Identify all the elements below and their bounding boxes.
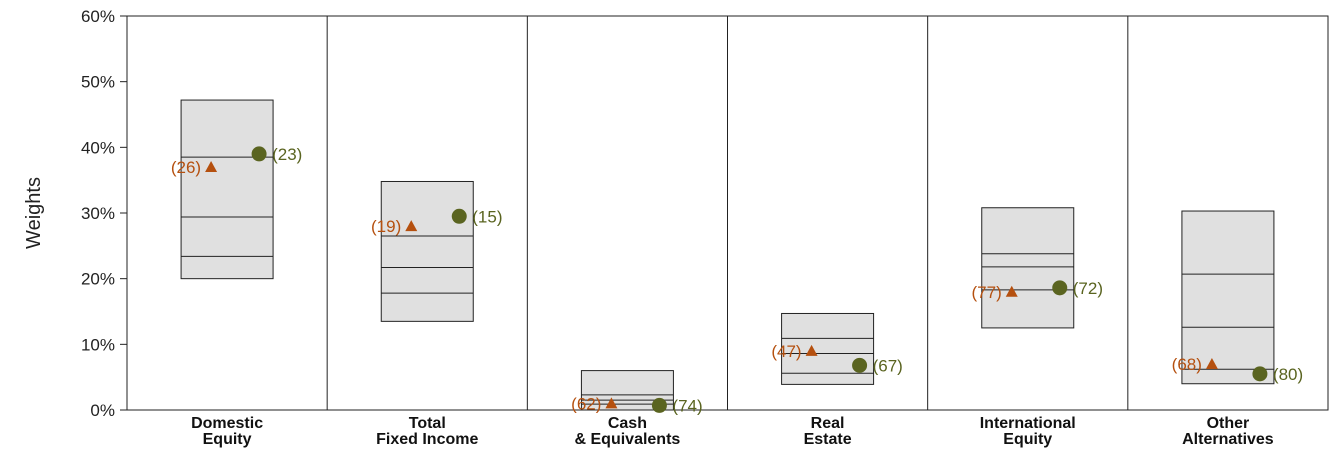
category-label: Other	[1207, 415, 1250, 432]
category-label: Alternatives	[1182, 431, 1274, 448]
y-tick-label: 50%	[81, 73, 115, 92]
y-tick-label: 10%	[81, 335, 115, 354]
y-axis-label: Weights	[23, 177, 45, 249]
triangle-marker-label: (26)	[171, 158, 201, 177]
category-label: Equity	[203, 431, 252, 448]
y-tick-label: 30%	[81, 204, 115, 223]
circle-marker	[1252, 366, 1268, 382]
circle-marker-label: (74)	[672, 396, 702, 415]
y-tick-label: 40%	[81, 138, 115, 157]
triangle-marker-label: (77)	[972, 283, 1002, 302]
category-label: Total	[409, 415, 446, 432]
triangle-marker	[1005, 285, 1018, 297]
range-box	[1181, 210, 1275, 385]
triangle-marker-label: (19)	[371, 217, 401, 236]
category-label: Domestic	[191, 415, 263, 432]
circle-marker	[251, 146, 267, 162]
y-tick-label: 0%	[90, 401, 115, 420]
triangle-marker-label: (68)	[1172, 355, 1202, 374]
circle-marker-label: (80)	[1273, 365, 1303, 384]
category-label: Cash	[608, 415, 647, 432]
triangle-marker-label: (47)	[771, 342, 801, 361]
circle-marker-label: (15)	[472, 207, 502, 226]
range-box	[981, 207, 1075, 329]
circle-marker-label: (72)	[1073, 279, 1103, 298]
circle-marker	[852, 357, 868, 373]
circle-marker	[651, 397, 667, 413]
category-label: Estate	[804, 431, 852, 448]
triangle-marker	[1205, 358, 1218, 370]
category-label: Fixed Income	[376, 431, 478, 448]
triangle-marker	[405, 220, 418, 232]
circle-marker	[451, 208, 467, 224]
triangle-marker	[805, 344, 818, 356]
y-tick-label: 20%	[81, 270, 115, 289]
category-label: Real	[811, 415, 845, 432]
triangle-marker	[205, 161, 218, 173]
category-label: International	[980, 415, 1076, 432]
range-box	[580, 370, 674, 411]
range-box	[380, 180, 474, 322]
category-label: Equity	[1003, 431, 1052, 448]
triangle-marker-label: (62)	[571, 394, 601, 413]
circle-marker	[1052, 280, 1068, 296]
y-tick-label: 60%	[81, 7, 115, 26]
circle-marker-label: (67)	[873, 356, 903, 375]
category-label: & Equivalents	[575, 431, 681, 448]
range-box	[180, 99, 274, 280]
triangle-marker	[605, 397, 618, 409]
circle-marker-label: (23)	[272, 145, 302, 164]
